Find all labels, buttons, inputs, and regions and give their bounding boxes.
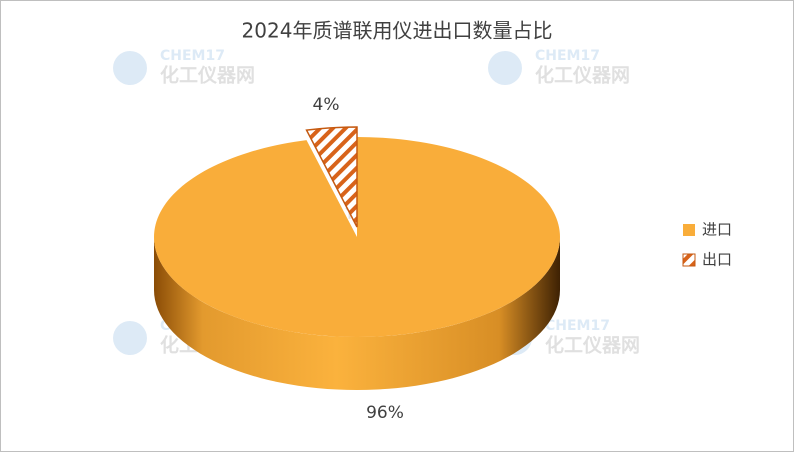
pie-slice	[153, 137, 560, 337]
watermark-name: 化工仪器网	[535, 64, 630, 87]
watermark-logo	[113, 51, 147, 85]
data-label: 4%	[313, 95, 340, 115]
watermark-brand: CHEM17	[160, 48, 225, 64]
pie-slice	[305, 126, 358, 228]
legend-label: 进口	[702, 221, 732, 239]
chart-title: 2024年质谱联用仪进出口数量占比	[242, 19, 553, 43]
watermark-logo	[113, 321, 147, 355]
watermark-logo	[488, 51, 522, 85]
watermark-name: 化工仪器网	[545, 334, 640, 357]
legend-label: 出口	[702, 251, 732, 269]
legend-swatch	[683, 224, 695, 236]
data-label: 96%	[366, 403, 404, 423]
watermark-brand: CHEM17	[545, 318, 610, 334]
pie-side	[154, 237, 560, 390]
watermark-brand: CHEM17	[535, 48, 600, 64]
legend-swatch	[682, 253, 696, 267]
watermark-name: 化工仪器网	[160, 64, 255, 87]
